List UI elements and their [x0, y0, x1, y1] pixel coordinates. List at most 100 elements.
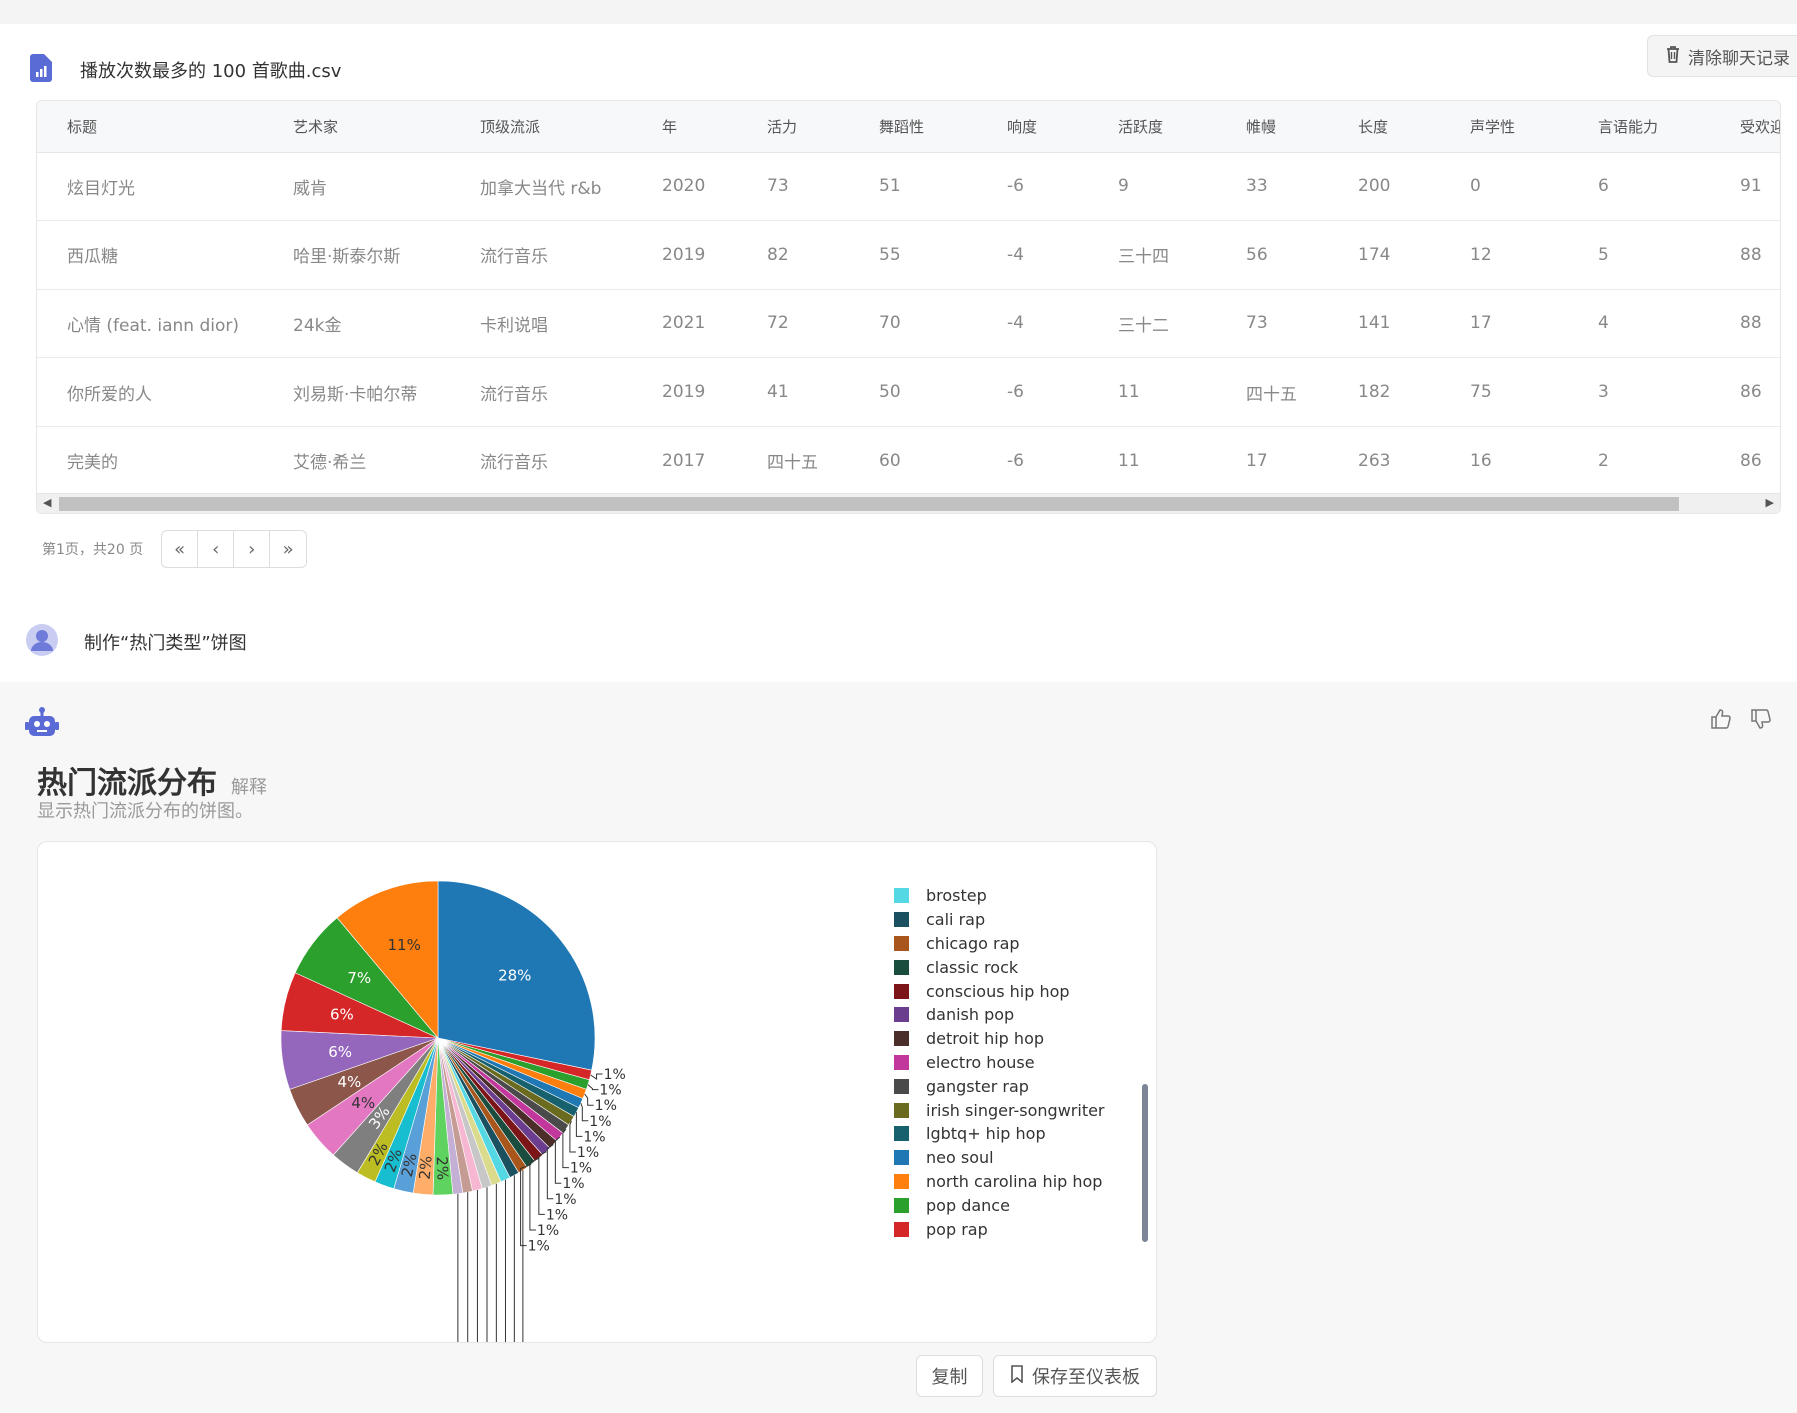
table-cell: 哈里·斯泰尔斯: [263, 220, 450, 290]
table-cell: 12: [1440, 220, 1568, 290]
table-cell: 11: [1088, 357, 1216, 427]
slice-label: 6%: [330, 1006, 354, 1024]
table-cell: 86: [1710, 426, 1780, 496]
legend-item[interactable]: pop dance: [894, 1193, 1105, 1217]
pie-slice[interactable]: [336, 880, 439, 1039]
prev-page-icon[interactable]: ‹: [198, 531, 235, 567]
table-cell: 炫目灯光: [37, 152, 263, 222]
legend-label: electro house: [926, 1052, 1035, 1072]
slice-label: 1%: [595, 1098, 617, 1114]
slice-label: 1%: [589, 1114, 611, 1130]
last-page-icon[interactable]: »: [282, 538, 294, 560]
table-cell: 91: [1710, 152, 1780, 222]
legend-swatch: [894, 1102, 909, 1118]
column-header[interactable]: 声学性: [1440, 101, 1568, 153]
table-cell: 17: [1216, 426, 1328, 496]
column-header[interactable]: 言语能力: [1568, 101, 1710, 153]
scroll-right-icon[interactable]: ▶: [1765, 496, 1774, 509]
table-cell: 263: [1328, 426, 1440, 496]
chart-title: 热门流派分布: [37, 766, 217, 801]
slice-label: 1%: [604, 1067, 626, 1083]
legend-item[interactable]: conscious hip hop: [894, 979, 1105, 1003]
legend-item[interactable]: north carolina hip hop: [894, 1170, 1105, 1194]
table-cell: 艾德·希兰: [263, 426, 450, 496]
table-cell: 182: [1328, 357, 1440, 427]
table-row: 完美的 艾德·希兰 流行音乐 2017 四十五 60 -6 11 17 263 16 2 86: [37, 426, 1780, 496]
table-cell: 三十四: [1088, 220, 1216, 290]
pie-slice[interactable]: [437, 880, 596, 1071]
leader-line: [587, 1084, 599, 1091]
table-cell: 加拿大当代 r&b: [450, 152, 632, 222]
legend-item[interactable]: cali rap: [894, 908, 1105, 932]
table-row: 你所爱的人 刘易斯·卡帕尔蒂 流行音乐 2019 41 50 -6 11 四十五 182 75 3 86: [37, 357, 1780, 427]
column-header[interactable]: 响度: [977, 101, 1088, 153]
explain-link[interactable]: 解释: [231, 777, 267, 798]
column-header[interactable]: 帷幔: [1216, 101, 1328, 153]
legend-item[interactable]: danish pop: [894, 1003, 1105, 1027]
next-page-icon[interactable]: ›: [234, 531, 271, 567]
leader-line: [529, 1157, 540, 1231]
table-cell: 2019: [632, 220, 737, 290]
column-header[interactable]: 活力: [737, 101, 849, 153]
slice-label: 1%: [537, 1223, 559, 1239]
table-cell: -6: [977, 357, 1088, 427]
table-cell: 2019: [632, 357, 737, 427]
table-cell: 88: [1710, 220, 1780, 290]
table-cell: 72: [737, 289, 849, 359]
legend-swatch: [894, 1173, 909, 1189]
table-cell: 你所爱的人: [37, 357, 263, 427]
column-header[interactable]: 艺术家: [263, 101, 450, 153]
legend-item[interactable]: classic rock: [894, 955, 1105, 979]
legend-item[interactable]: electro house: [894, 1051, 1105, 1075]
horizontal-scrollbar[interactable]: ◀ ▶: [37, 493, 1780, 513]
table-cell: 卡利说唱: [450, 289, 632, 359]
clear-chat-button[interactable]: 清除聊天记录: [1647, 35, 1797, 77]
legend-item[interactable]: brostep: [894, 884, 1105, 908]
table-cell: 73: [1216, 289, 1328, 359]
column-header[interactable]: 受欢迎: [1710, 101, 1780, 153]
pager-buttons: « ‹ › »: [161, 530, 308, 568]
data-table: 标题 艺术家 顶级流派年活力 舞蹈性 响度 活跃度 帷幔 长度 声学性 言语能力 受欢迎 炫目灯光威…: [36, 100, 1781, 514]
save-label: 保存至仪表板: [1032, 1367, 1140, 1388]
thumbs-up-icon[interactable]: [1710, 708, 1732, 736]
legend-swatch: [894, 1078, 909, 1094]
slice-label: 2%: [398, 1152, 421, 1179]
scrollbar-thumb[interactable]: [59, 497, 1679, 511]
column-header[interactable]: 舞蹈性: [849, 101, 977, 153]
legend-item[interactable]: pop rap: [894, 1217, 1105, 1241]
table-cell: 5: [1568, 220, 1710, 290]
legend-label: brostep: [926, 886, 987, 906]
leader-line: [538, 1151, 547, 1215]
table-cell: 流行音乐: [450, 357, 632, 427]
table-cell: 82: [737, 220, 849, 290]
table-cell: 56: [1216, 220, 1328, 290]
save-to-dashboard-button[interactable]: 保存至仪表板: [993, 1355, 1157, 1397]
first-page-icon[interactable]: «: [162, 531, 199, 567]
table-cell: 16: [1440, 426, 1568, 496]
column-header[interactable]: 标题: [37, 101, 263, 153]
legend-label: danish pop: [926, 1005, 1015, 1025]
scroll-left-icon[interactable]: ◀: [43, 496, 52, 509]
legend-item[interactable]: detroit hip hop: [894, 1027, 1105, 1051]
legend-swatch: [894, 1054, 909, 1070]
table-cell: 24k金: [263, 289, 450, 359]
table-cell: 刘易斯·卡帕尔蒂: [263, 357, 450, 427]
legend-item[interactable]: neo soul: [894, 1146, 1105, 1170]
legend-scrollbar[interactable]: [1142, 1084, 1148, 1242]
copy-button[interactable]: 复制: [916, 1355, 983, 1397]
column-header[interactable]: 活跃度: [1088, 101, 1216, 153]
table-cell: 9: [1088, 152, 1216, 222]
column-header[interactable]: 顶级流派: [450, 101, 632, 153]
slice-label: 1%: [554, 1192, 576, 1208]
legend-item[interactable]: lgbtq+ hip hop: [894, 1122, 1105, 1146]
table-cell: 完美的: [37, 426, 263, 496]
legend-item[interactable]: irish singer-songwriter: [894, 1098, 1105, 1122]
column-header[interactable]: 年: [632, 101, 737, 153]
thumbs-down-icon[interactable]: [1750, 708, 1772, 736]
legend-item[interactable]: gangster rap: [894, 1074, 1105, 1098]
table-cell: -4: [977, 289, 1088, 359]
legend-item[interactable]: chicago rap: [894, 932, 1105, 956]
clear-chat-label: 清除聊天记录: [1688, 48, 1790, 69]
legend-swatch: [894, 1126, 909, 1142]
column-header[interactable]: 长度: [1328, 101, 1440, 153]
